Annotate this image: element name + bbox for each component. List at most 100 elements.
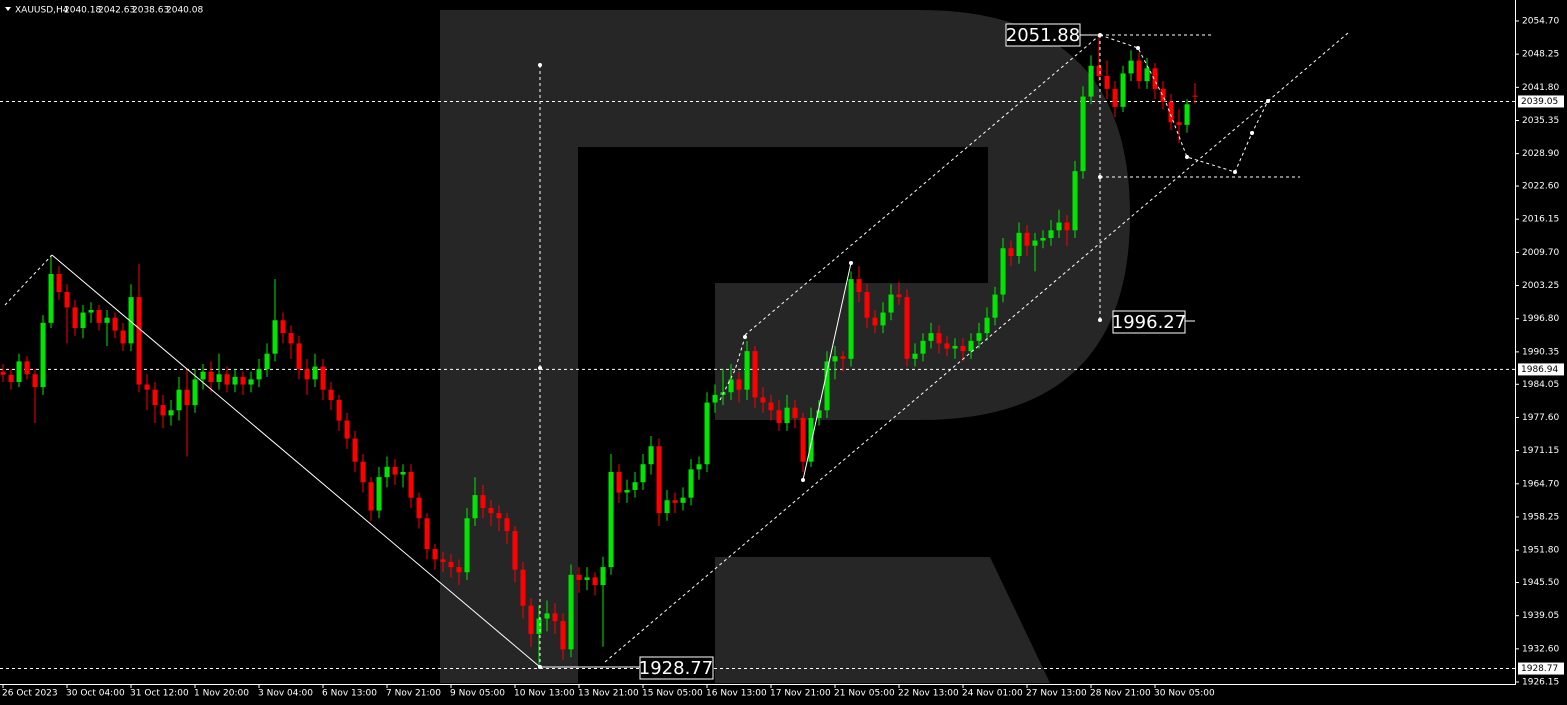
candle-body — [128, 297, 134, 344]
candle-body — [824, 361, 830, 411]
menu-icon[interactable] — [5, 7, 11, 11]
candle-body — [680, 497, 686, 503]
candle-body — [776, 410, 782, 424]
header-low: 2038.63 — [132, 6, 169, 16]
candle-body — [16, 361, 22, 382]
point — [1098, 318, 1102, 322]
candle-body — [688, 469, 694, 498]
candle-body — [88, 309, 94, 313]
candle-body — [344, 420, 350, 439]
candle-body — [864, 291, 870, 318]
y-tick-label: 1951.80 — [1522, 546, 1559, 556]
candle-body — [600, 567, 606, 586]
candle-body — [464, 518, 470, 573]
y-tick-label: 2016.15 — [1522, 215, 1559, 225]
candle-body — [728, 379, 734, 393]
candle-body — [280, 320, 286, 334]
candle-body — [1192, 95, 1198, 97]
candle-body — [168, 410, 174, 416]
candle-body — [648, 446, 654, 465]
candle-body — [392, 466, 398, 475]
candle-body — [400, 471, 406, 475]
x-tick-label: 24 Nov 01:00 — [962, 689, 1023, 699]
candle-body — [1096, 65, 1102, 77]
y-tick-label: 1996.80 — [1522, 314, 1559, 324]
candle-body — [928, 333, 934, 341]
x-tick-label: 3 Nov 04:00 — [258, 689, 313, 699]
candle-body — [504, 518, 510, 532]
candle-body — [176, 389, 182, 411]
candles — [0, 35, 1198, 669]
y-tick-label: 2048.25 — [1522, 50, 1559, 60]
y-tick-label: 1984.05 — [1522, 380, 1559, 390]
candle-body — [256, 369, 262, 380]
candle-body — [1072, 171, 1078, 231]
annotation-box — [639, 656, 714, 680]
candle-body — [1032, 240, 1038, 246]
candle-body — [1064, 222, 1070, 231]
candle-body — [368, 482, 374, 511]
candle-body — [456, 567, 462, 573]
candle-body — [288, 333, 294, 344]
candle-body — [544, 613, 550, 619]
candle-body — [336, 399, 342, 421]
candle-body — [384, 466, 390, 478]
candle-body — [952, 345, 958, 349]
candle-body — [432, 549, 438, 560]
candle-body — [96, 309, 102, 323]
candle-body — [904, 297, 910, 359]
price-tag-label: 2039.05 — [1521, 97, 1558, 107]
x-tick-label: 9 Nov 05:00 — [450, 689, 505, 699]
x-tick-label: 1 Nov 20:00 — [194, 689, 249, 699]
x-tick-label: 30 Nov 05:00 — [1154, 689, 1215, 699]
candle-body — [512, 531, 518, 570]
low-annotation: 1928.77 — [639, 658, 713, 679]
candle-body — [1040, 237, 1046, 241]
candle-body — [640, 464, 646, 483]
candle-body — [960, 345, 966, 352]
candle-body — [136, 297, 142, 385]
drawing-points — [538, 33, 1270, 669]
candle-body — [440, 559, 446, 562]
candle-body — [744, 351, 750, 390]
candle-body — [880, 312, 886, 326]
x-tick-label: 7 Nov 21:00 — [386, 689, 441, 699]
point — [1233, 170, 1237, 174]
candle-body — [320, 366, 326, 390]
y-tick-label: 1926.15 — [1522, 678, 1559, 688]
candle-body — [1176, 122, 1182, 125]
candle-body — [936, 333, 942, 344]
candle-body — [192, 379, 198, 406]
y-tick-label: 2022.60 — [1522, 182, 1559, 192]
candle-body — [1168, 101, 1174, 123]
candle-body — [712, 394, 718, 403]
candle-body — [416, 497, 422, 519]
candle-body — [1112, 88, 1118, 107]
candle-body — [656, 446, 662, 514]
candle-body — [992, 294, 998, 318]
candle-body — [520, 569, 526, 606]
candle-body — [1088, 65, 1094, 97]
symbol-title: XAUUSD,H4 — [15, 6, 69, 16]
high-annotation: 2051.88 — [1006, 25, 1080, 46]
candle-body — [912, 353, 918, 359]
candle-body — [112, 317, 118, 331]
y-tick-label: 2054.70 — [1522, 16, 1559, 26]
candle-body — [752, 351, 758, 398]
y-tick-label: 1964.70 — [1522, 479, 1559, 489]
x-tick-label: 15 Nov 05:00 — [642, 689, 703, 699]
candle-body — [920, 340, 926, 354]
candle-body — [1008, 248, 1014, 256]
candle-body — [496, 513, 502, 519]
candle-body — [264, 353, 270, 370]
candle-body — [584, 577, 590, 580]
candle-body — [1120, 73, 1126, 107]
candle-body — [608, 471, 614, 568]
candle-body — [472, 495, 478, 519]
trend-line — [51, 254, 541, 668]
candle-body — [616, 471, 622, 493]
y-tick-label: 2041.80 — [1522, 83, 1559, 93]
logo-cutout — [578, 147, 988, 283]
y-tick-label: 1977.60 — [1522, 413, 1559, 423]
candle-body — [576, 574, 582, 580]
